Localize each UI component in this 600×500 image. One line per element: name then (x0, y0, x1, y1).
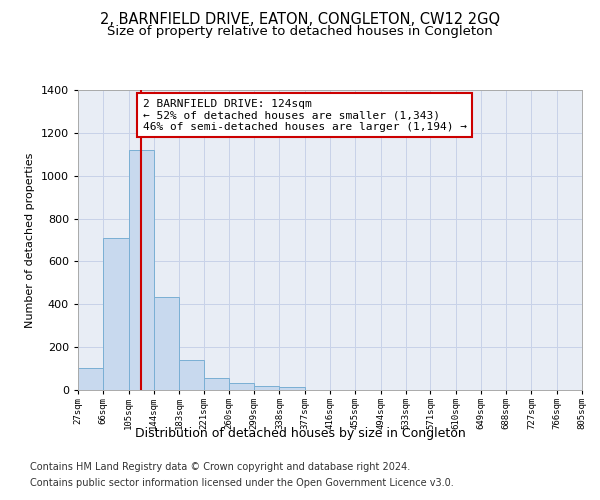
Bar (229, 383, 254, 390)
Bar (280, 388, 305, 390)
Y-axis label: Number of detached properties: Number of detached properties (25, 152, 35, 328)
Bar (103, 238, 128, 390)
Bar (203, 378, 229, 390)
Text: 2 BARNFIELD DRIVE: 124sqm
← 52% of detached houses are smaller (1,343)
46% of se: 2 BARNFIELD DRIVE: 124sqm ← 52% of detac… (143, 98, 467, 132)
Text: Size of property relative to detached houses in Congleton: Size of property relative to detached ho… (107, 25, 493, 38)
Bar (154, 297, 179, 390)
Text: 2, BARNFIELD DRIVE, EATON, CONGLETON, CW12 2GQ: 2, BARNFIELD DRIVE, EATON, CONGLETON, CW… (100, 12, 500, 28)
Text: Contains public sector information licensed under the Open Government Licence v3: Contains public sector information licen… (30, 478, 454, 488)
Bar (78, 368, 103, 390)
Bar (254, 386, 280, 390)
Text: Contains HM Land Registry data © Crown copyright and database right 2024.: Contains HM Land Registry data © Crown c… (30, 462, 410, 472)
Bar (179, 360, 203, 390)
Bar (128, 150, 154, 390)
Text: Distribution of detached houses by size in Congleton: Distribution of detached houses by size … (134, 428, 466, 440)
